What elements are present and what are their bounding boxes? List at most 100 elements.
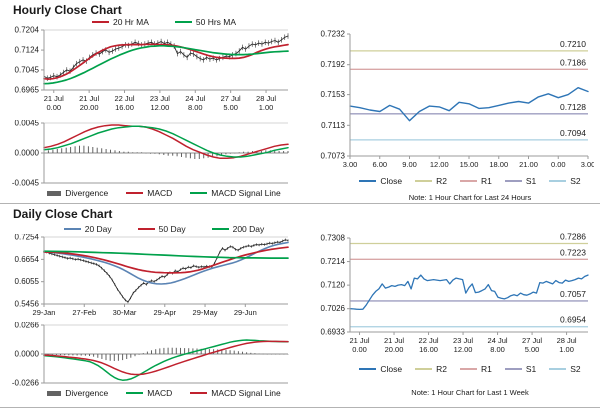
legend-item-r2: R2 — [415, 176, 447, 186]
legend-label: S1 — [525, 176, 537, 186]
legend-item-r1: R1 — [459, 176, 492, 186]
svg-text:23 Jul: 23 Jul — [453, 336, 473, 345]
svg-text:0.0045: 0.0045 — [15, 120, 40, 128]
svg-text:22 Jul: 22 Jul — [419, 336, 439, 345]
hourly-pivot-note: Note: 1 Hour Chart for Last 24 Hours — [408, 193, 532, 202]
svg-text:23 Jul: 23 Jul — [150, 94, 170, 103]
svg-text:0.00: 0.00 — [46, 103, 61, 112]
legend-label: 50 Hrs MA — [195, 17, 237, 27]
legend-label: MACD Signal Line — [211, 388, 281, 398]
svg-text:29-Jan: 29-Jan — [33, 308, 56, 317]
legend-label: R2 — [436, 176, 447, 186]
svg-text:30-Mar: 30-Mar — [113, 308, 137, 317]
svg-text:29-Apr: 29-Apr — [154, 308, 177, 317]
svg-text:0.7210: 0.7210 — [560, 39, 586, 49]
legend-label: S2 — [570, 176, 581, 186]
line-swatch-icon — [91, 21, 109, 23]
legend-item-20-day: 20 Day — [63, 224, 112, 234]
svg-text:0.7057: 0.7057 — [560, 289, 586, 299]
line-swatch-icon — [137, 228, 155, 230]
legend-label: Close — [380, 176, 403, 186]
svg-text:0.7286: 0.7286 — [560, 232, 586, 242]
svg-text:12.00: 12.00 — [454, 345, 473, 354]
svg-text:0.7094: 0.7094 — [560, 128, 586, 138]
legend-item-divergence: Divergence — [47, 388, 108, 398]
legend-item-50-day: 50 Day — [137, 224, 186, 234]
line-swatch-icon — [190, 392, 208, 394]
svg-text:24 Jul: 24 Jul — [185, 94, 205, 103]
line-swatch-icon — [415, 368, 433, 370]
legend-item-s1: S1 — [504, 176, 537, 186]
line-swatch-icon — [63, 228, 81, 230]
daily-pivot-canvas: 0.7286 0.7223 0.7057 0.6954 0.7308 0.7214 0.71… — [321, 232, 589, 354]
line-swatch-icon — [359, 180, 377, 182]
legend-label: 20 Day — [84, 224, 112, 234]
hourly-macd-chart: 0.0045 0.0000 -0.0045 — [8, 120, 292, 186]
legend-item-200-day: 200 Day — [211, 224, 264, 234]
hourly-macd-canvas: 0.0045 0.0000 -0.0045 — [12, 120, 289, 186]
legend-label: 20 Hr MA — [112, 17, 149, 27]
legend-item-20-hr-ma: 20 Hr MA — [91, 17, 149, 27]
svg-text:0.7204: 0.7204 — [15, 26, 40, 35]
legend-item-macd: MACD — [126, 188, 172, 198]
svg-text:16.00: 16.00 — [419, 345, 438, 354]
svg-text:27-Feb: 27-Feb — [72, 308, 96, 317]
legend-label: S1 — [525, 364, 537, 374]
svg-text:5.00: 5.00 — [525, 345, 540, 354]
line-swatch-icon — [504, 368, 522, 370]
line-swatch-icon — [504, 180, 522, 182]
svg-text:3.00: 3.00 — [581, 160, 594, 169]
daily-macd-legend: Divergence MACD MACD Signal Line — [36, 388, 292, 398]
section-divider — [0, 203, 600, 204]
svg-text:27 Jul: 27 Jul — [221, 94, 241, 103]
svg-text:0.7232: 0.7232 — [321, 30, 346, 39]
svg-text:0.7124: 0.7124 — [15, 46, 40, 55]
hourly-pivot-chart: 0.7210 0.7186 0.7128 0.7094 0.7232 0.7192 0.71… — [310, 28, 594, 178]
line-swatch-icon — [174, 21, 192, 23]
line-swatch-icon — [549, 368, 567, 370]
line-swatch-icon — [126, 392, 144, 394]
legend-item-r2: R2 — [415, 364, 447, 374]
legend-item-close: Close — [359, 364, 402, 374]
svg-text:12.00: 12.00 — [151, 103, 170, 112]
svg-text:1.00: 1.00 — [259, 103, 274, 112]
svg-text:0.00: 0.00 — [551, 160, 566, 169]
legend-label: 50 Day — [158, 224, 186, 234]
svg-text:0.00: 0.00 — [352, 345, 367, 354]
svg-text:29-Jun: 29-Jun — [234, 308, 257, 317]
svg-text:18.00: 18.00 — [489, 160, 508, 169]
legend-item-divergence: Divergence — [47, 188, 108, 198]
svg-text:8.00: 8.00 — [490, 345, 505, 354]
svg-text:0.7214: 0.7214 — [321, 257, 346, 266]
daily-macd-chart: 0.0266 0.0000 -0.0266 — [8, 322, 292, 386]
svg-text:28 Jul: 28 Jul — [557, 336, 577, 345]
svg-text:0.6055: 0.6055 — [15, 277, 40, 286]
legend-item-macd-signal-line: MACD Signal Line — [190, 188, 281, 198]
svg-text:15.00: 15.00 — [460, 160, 479, 169]
legend-item-close: Close — [359, 176, 402, 186]
line-swatch-icon — [190, 192, 208, 194]
svg-text:-0.0266: -0.0266 — [12, 379, 40, 387]
svg-text:0.6954: 0.6954 — [560, 315, 586, 325]
hourly-pivot-canvas: 0.7210 0.7186 0.7128 0.7094 0.7232 0.7192 0.71… — [321, 30, 594, 170]
svg-text:0.7192: 0.7192 — [321, 60, 346, 69]
legend-item-macd: MACD — [126, 388, 172, 398]
hourly-close-legend: 20 Hr MA 50 Hrs MA — [36, 17, 292, 27]
svg-text:20.00: 20.00 — [80, 103, 99, 112]
legend-label: R2 — [436, 364, 447, 374]
svg-text:0.7026: 0.7026 — [321, 304, 346, 313]
line-swatch-icon — [211, 228, 229, 230]
svg-text:0.7186: 0.7186 — [560, 57, 586, 67]
svg-text:0.6933: 0.6933 — [321, 328, 346, 337]
daily-close-chart: 0.7254 0.6654 0.6055 0.5456 29-Jan 27-Feb 30-M… — [8, 234, 292, 320]
line-swatch-icon — [549, 180, 567, 182]
svg-text:0.6654: 0.6654 — [15, 255, 40, 264]
legend-label: Divergence — [65, 188, 109, 198]
svg-text:0.7120: 0.7120 — [321, 281, 346, 290]
legend-label: MACD — [147, 188, 173, 198]
svg-text:8.00: 8.00 — [188, 103, 203, 112]
legend-label: R1 — [480, 176, 492, 186]
